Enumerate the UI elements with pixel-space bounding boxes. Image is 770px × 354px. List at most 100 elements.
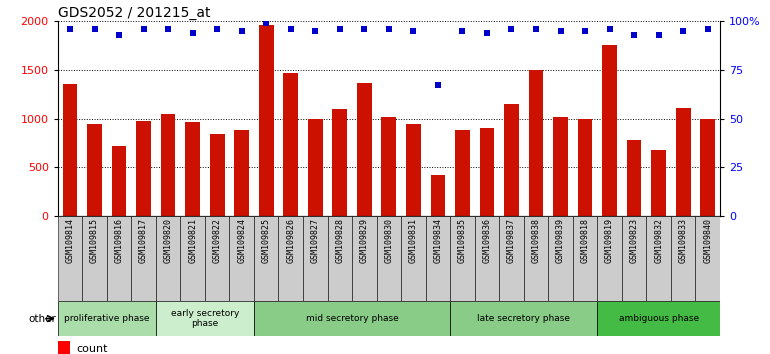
Point [530,26,542,32]
Bar [283,73,298,216]
Bar [82,216,107,301]
Bar [333,109,347,216]
Bar [156,301,254,336]
Bar [406,125,420,216]
Bar [602,45,617,216]
Bar [553,117,568,216]
Text: other: other [28,314,56,324]
Text: GSM109830: GSM109830 [384,218,393,263]
Point [457,28,469,34]
Bar [671,216,695,301]
Text: GSM109825: GSM109825 [262,218,271,263]
Point [579,28,591,34]
Bar [450,216,474,301]
Bar [136,120,151,216]
Text: GSM109821: GSM109821 [188,218,197,263]
Point [652,32,665,38]
Text: GDS2052 / 201215_at: GDS2052 / 201215_at [58,6,210,20]
Bar [381,117,397,216]
Text: mid secretory phase: mid secretory phase [306,314,398,323]
Text: GSM109831: GSM109831 [409,218,418,263]
Text: GSM109820: GSM109820 [163,218,172,263]
Point [211,26,223,32]
Bar [622,216,646,301]
Bar [180,216,205,301]
Bar [132,216,156,301]
Text: GSM109818: GSM109818 [581,218,590,263]
Bar [279,216,303,301]
Text: late secretory phase: late secretory phase [477,314,571,323]
Bar [308,119,323,216]
Bar [524,216,548,301]
Bar [646,216,671,301]
Text: GSM109833: GSM109833 [678,218,688,263]
Point [604,26,616,32]
Bar [62,84,77,216]
Bar [234,130,249,216]
Point [333,26,346,32]
Point [89,26,101,32]
Text: proliferative phase: proliferative phase [64,314,149,323]
Bar [426,216,450,301]
Bar [627,140,641,216]
Bar [480,128,494,216]
Bar [651,150,666,216]
Text: GSM109826: GSM109826 [286,218,295,263]
Point [186,30,199,36]
Point [677,28,689,34]
Point [113,32,126,38]
Bar [205,216,229,301]
Bar [254,301,450,336]
Bar [303,216,327,301]
Text: GSM109814: GSM109814 [65,218,75,263]
Bar [474,216,499,301]
Text: GSM109815: GSM109815 [90,218,99,263]
Bar [430,175,445,216]
Bar [186,122,200,216]
Bar [156,216,180,301]
Text: GSM109822: GSM109822 [213,218,222,263]
Point [162,26,174,32]
Bar [229,216,254,301]
Bar [548,216,573,301]
Text: GSM109836: GSM109836 [483,218,491,263]
Bar [357,82,372,216]
Text: GSM109837: GSM109837 [507,218,516,263]
Bar [695,216,720,301]
Point [358,26,370,32]
Point [383,26,395,32]
Text: GSM109829: GSM109829 [360,218,369,263]
Bar [676,108,691,216]
Point [432,82,444,88]
Text: GSM109827: GSM109827 [311,218,320,263]
Text: GSM109839: GSM109839 [556,218,565,263]
Bar [598,301,720,336]
Text: early secretory
phase: early secretory phase [171,309,239,328]
Bar [573,216,598,301]
Bar [58,216,82,301]
Text: ambiguous phase: ambiguous phase [618,314,698,323]
Point [260,20,273,26]
Point [137,26,149,32]
Bar [504,104,519,216]
Bar [87,125,102,216]
Bar [701,119,715,216]
Text: GSM109816: GSM109816 [115,218,123,263]
Point [701,26,714,32]
Bar [107,216,132,301]
Point [407,28,420,34]
Point [236,28,248,34]
Bar [455,130,470,216]
Text: GSM109828: GSM109828 [335,218,344,263]
Point [554,28,567,34]
Bar [259,25,273,216]
Text: GSM109819: GSM109819 [605,218,614,263]
Text: count: count [76,344,108,354]
Bar [58,301,156,336]
Bar [209,134,225,216]
Text: GSM109835: GSM109835 [458,218,467,263]
Point [480,30,493,36]
Point [628,32,641,38]
Bar [529,70,544,216]
Bar [401,216,426,301]
